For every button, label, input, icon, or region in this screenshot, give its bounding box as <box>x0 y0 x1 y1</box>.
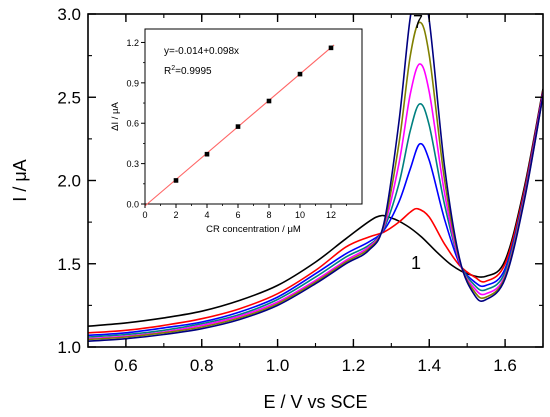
inset-data-point <box>297 71 303 77</box>
y-tick-label: 3.0 <box>57 5 81 24</box>
inset-x-tick-label: 6 <box>235 210 240 220</box>
x-tick-label: 1.4 <box>417 356 441 375</box>
inset-data-point <box>235 124 241 129</box>
inset-y-tick-label: 1.2 <box>126 38 139 48</box>
series-line-5 <box>88 63 543 340</box>
y-tick-label: 2.0 <box>57 172 81 191</box>
inset-x-tick-label: 4 <box>204 210 209 220</box>
inset-data-point <box>266 98 272 104</box>
inset-data-point <box>204 151 210 157</box>
x-tick-label: 1.6 <box>493 356 517 375</box>
inset-data-point <box>173 178 179 183</box>
y-tick-label: 2.5 <box>57 88 81 107</box>
r2-prefix: R <box>164 66 171 77</box>
inset-data-point <box>328 45 334 51</box>
main-curves-group <box>88 14 543 342</box>
inset-x-axis-title: CR concentration / μM <box>206 224 301 235</box>
x-tick-label: 1.2 <box>342 356 366 375</box>
inset-x-tick-label: 8 <box>266 210 271 220</box>
inset-y-tick-label: 0.3 <box>126 159 139 169</box>
series-line-4 <box>88 93 543 338</box>
inset-x-tick-label: 10 <box>295 210 305 220</box>
y-tick-label: 1.0 <box>57 338 81 357</box>
inset-x-tick-label: 2 <box>173 210 178 220</box>
y-tick-label: 1.5 <box>57 255 81 274</box>
inset-y-axis-title: ΔI / μA <box>110 101 121 130</box>
inset-x-tick-label: 12 <box>326 210 336 220</box>
series-line-6 <box>88 21 543 341</box>
fit-equation: y=-0.014+0.098x <box>164 46 239 57</box>
x-axis-title: E / V vs SCE <box>263 392 367 412</box>
r2-value: =0.9995 <box>175 66 212 77</box>
fit-r-squared: R2=0.9995 <box>164 65 212 77</box>
series-line-1 <box>88 88 543 327</box>
series-line-2 <box>88 90 543 334</box>
x-tick-label: 1.0 <box>266 356 290 375</box>
inset-y-tick-label: 0.6 <box>126 119 139 129</box>
series-line-3 <box>88 92 543 337</box>
x-tick-label: 0.6 <box>114 356 138 375</box>
inset-x-tick-label: 0 <box>142 210 147 220</box>
inset-y-tick-label: 0.0 <box>126 200 139 210</box>
y-axis-title: I / μA <box>10 159 30 201</box>
series-line-7 <box>88 14 543 342</box>
inset-y-tick-label: 0.9 <box>126 78 139 88</box>
curve-label-bottom: 1 <box>411 253 421 273</box>
curve-label-top: 7 <box>413 12 423 32</box>
x-tick-label: 0.8 <box>190 356 214 375</box>
r2-superscript: 2 <box>171 65 175 72</box>
main-axes-group: 0.6 0.8 1.0 1.2 1.4 1.6 1.0 1.5 2.0 2.5 3.0 E / V v… <box>10 5 544 412</box>
inset-chart: 0 2 4 6 8 10 12 0.0 0.3 0.6 0.9 1.2 CR concentration… <box>110 28 363 235</box>
